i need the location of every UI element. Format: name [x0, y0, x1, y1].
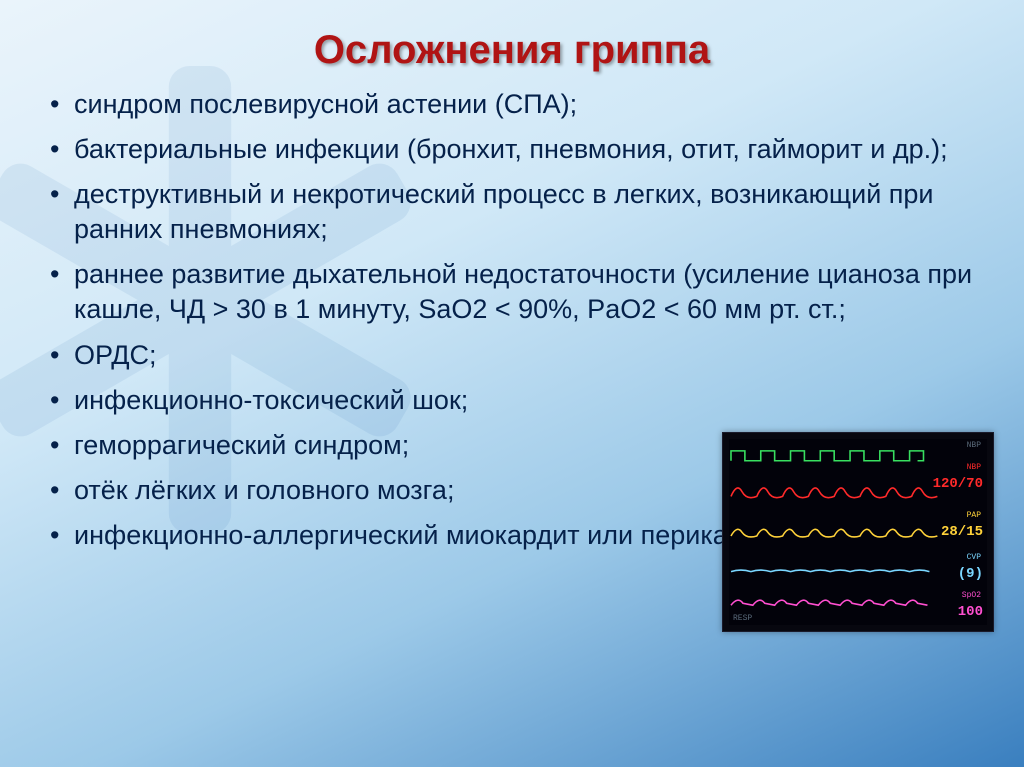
readout-value: (9) — [958, 567, 983, 581]
monitor-corner-label: NBP — [967, 441, 981, 450]
list-item: инфекционно-токсический шок; — [36, 383, 988, 418]
bullet-text: отёк лёгких и головного мозга; — [74, 475, 454, 505]
bullet-text: инфекционно-токсический шок; — [74, 385, 468, 415]
bullet-text: раннее развитие дыхательной недостаточно… — [74, 259, 972, 324]
slide: Осложнения гриппа синдром послевирусной … — [0, 0, 1024, 767]
readout-value: 100 — [958, 605, 983, 619]
list-item: деструктивный и некротический процесс в … — [36, 177, 988, 247]
list-item: бактериальные инфекции (бронхит, пневмон… — [36, 132, 988, 167]
slide-title: Осложнения гриппа — [36, 28, 988, 73]
bullet-text: синдром послевирусной астении (СПА); — [74, 89, 577, 119]
monitor-corner-label: RESP — [733, 614, 752, 623]
bullet-text: ОРДС; — [74, 340, 157, 370]
readout-label: PAP — [967, 511, 981, 520]
readout-value: 28/15 — [941, 525, 983, 539]
bullet-text: геморрагический синдром; — [74, 430, 409, 460]
bullet-text: бактериальные инфекции (бронхит, пневмон… — [74, 134, 948, 164]
readout-label: CVP — [967, 553, 981, 562]
list-item: раннее развитие дыхательной недостаточно… — [36, 257, 988, 327]
bullet-text: деструктивный и некротический процесс в … — [74, 179, 934, 244]
readout-label: NBP — [967, 463, 981, 472]
bullet-text: инфекционно-аллергический миокардит или … — [74, 520, 790, 550]
list-item: синдром послевирусной астении (СПА); — [36, 87, 988, 122]
vital-signs-monitor-image: NBP 120/70 PAP 28/15 CVP (9) SpO2 100 NBP RESP — [722, 432, 994, 632]
readout-label: SpO2 — [962, 591, 981, 600]
list-item: ОРДС; — [36, 338, 988, 373]
readout-value: 120/70 — [933, 477, 983, 491]
